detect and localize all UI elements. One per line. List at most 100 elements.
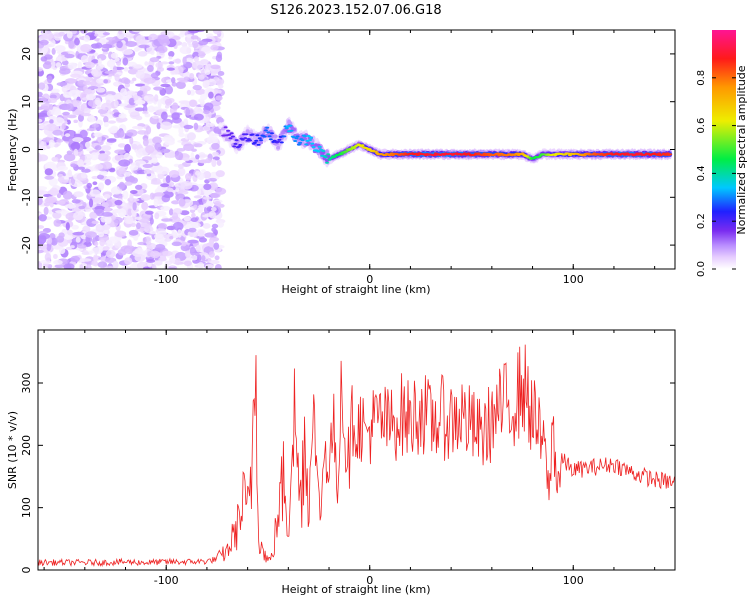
ridge-segment [326,153,331,156]
noise-blob [208,182,219,191]
ridge-segment [238,143,243,146]
noise-blob [78,166,86,170]
noise-blob [70,255,80,263]
noise-blob [155,109,164,115]
noise-blob [70,163,77,168]
noise-blob [92,197,104,204]
noise-blob [91,59,99,64]
noise-blob [185,107,191,117]
noise-blob [214,255,220,261]
noise-blob [54,264,65,269]
noise-blob [73,211,84,221]
ridge-segment [323,156,328,159]
ridge-segment [265,126,270,129]
noise-blob [43,125,49,131]
noise-blob [200,93,208,101]
noise-blob [189,99,198,108]
noise-blob [89,211,98,220]
ridge-segment [223,126,228,129]
noise-blob [204,232,216,238]
noise-blob [215,79,224,86]
ridge-segment [306,135,311,137]
noise-blob [110,52,119,59]
noise-blob [38,140,45,148]
noise-blob [175,81,186,90]
noise-blob [77,114,84,122]
noise-blob [215,170,225,178]
noise-blob [197,159,210,164]
noise-blob [181,42,188,48]
noise-blob [89,189,101,197]
noise-blob [203,183,212,191]
noise-blob [101,211,114,217]
noise-blob [88,198,94,208]
noise-blob [123,78,131,85]
noise-blob [142,138,149,147]
noise-blob [118,103,128,107]
noise-blob [106,59,116,68]
noise-blob [38,225,45,229]
noise-blob [193,195,203,199]
noise-blob [80,172,87,179]
noise-blob [191,212,196,219]
noise-blob [188,227,197,233]
noise-blob [172,102,179,111]
noise-blob [205,79,210,88]
noise-blob [135,70,145,79]
noise-blob [189,89,195,96]
noise-blob [94,145,102,151]
noise-blob [134,254,146,262]
noise-blob [193,56,200,63]
noise-blob [204,102,214,111]
noise-blob [53,143,59,148]
noise-blob [104,178,112,186]
snr-xtick-label: 100 [563,574,584,587]
ridge-segment [276,145,281,150]
noise-blob [44,168,54,176]
noise-blob [180,30,185,36]
noise-blob [44,161,57,171]
noise-blob [207,177,217,182]
noise-blob [179,46,192,55]
noise-blob [127,68,139,75]
noise-blob [38,82,46,90]
noise-blob [208,260,220,265]
noise-blob [201,255,206,261]
noise-blob [58,31,65,36]
noise-blob [108,168,116,173]
noise-blob [94,97,101,106]
noise-blob [55,210,65,214]
noise-blob [198,74,205,80]
noise-blob [53,219,62,227]
noise-blob [97,261,108,268]
ridge-segment [267,135,272,138]
ridge-segment [270,132,274,135]
noise-blob [71,224,79,230]
ridge-segment [243,137,248,140]
noise-blob [172,221,184,231]
ridge-segment [296,143,301,146]
noise-blob [71,199,81,204]
noise-blob [134,216,143,220]
noise-blob [171,200,180,205]
noise-blob [101,43,113,49]
noise-blob [110,198,116,202]
ridge-segment [327,158,332,161]
noise-blob [197,254,202,262]
ridge-segment [537,155,542,158]
noise-blob [183,143,195,152]
noise-blob [212,151,219,156]
noise-blob [144,235,152,245]
noise-blob [195,154,200,160]
noise-blob [52,129,63,136]
snr-xtick-label: -100 [154,574,179,587]
noise-blob [131,125,144,130]
noise-blob [185,173,192,181]
noise-blob [66,30,73,39]
noise-blob [46,75,53,84]
noise-blob [130,263,138,269]
noise-blob [102,224,111,230]
noise-blob [198,154,210,158]
noise-blob [198,51,206,58]
